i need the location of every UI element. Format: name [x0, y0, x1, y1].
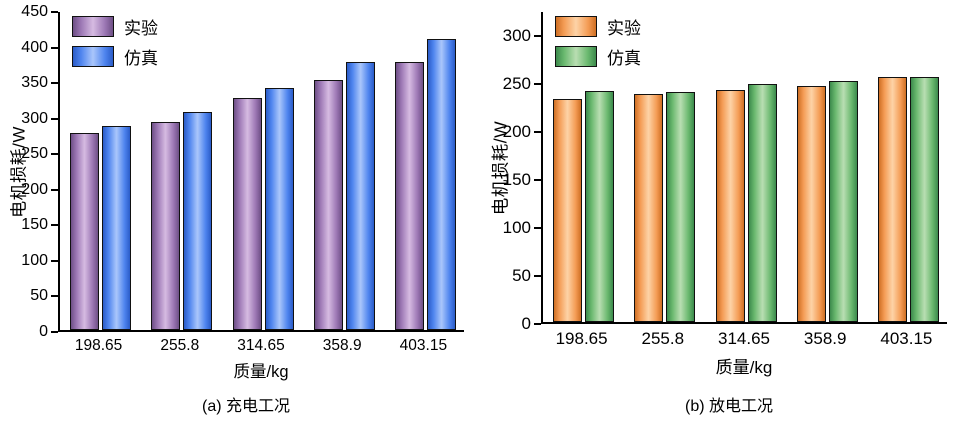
bar-实验-403.15: [877, 77, 907, 322]
x-tick-label: 198.65: [555, 329, 608, 348]
y-tick-mark: [51, 153, 58, 156]
legend-item: 仿真: [72, 44, 158, 69]
legend-swatch: [555, 16, 597, 37]
chart-discharging-condition: 电机损耗/W 实验 仿真 质量/kg (b) 放电工况 0 50 100 150 200 2…: [483, 0, 966, 431]
bar-实验-255.8: [151, 121, 181, 330]
legend: 实验 仿真: [72, 14, 158, 69]
bar-仿真-403.15: [909, 77, 939, 322]
y-tick-label: 0: [521, 314, 531, 333]
y-tick-mark: [51, 295, 58, 298]
y-tick-mark: [51, 224, 58, 227]
bar-仿真-314.65: [747, 83, 777, 322]
x-tick-label: 255.8: [641, 329, 685, 348]
y-tick-mark: [534, 323, 541, 325]
x-tick-label: 255.8: [160, 337, 200, 354]
legend-swatch: [72, 46, 114, 67]
chart-caption: (a) 充电工况: [201, 398, 291, 415]
y-tick-mark: [51, 117, 58, 120]
bar-仿真-255.8: [183, 112, 213, 330]
y-tick-mark: [534, 227, 541, 229]
x-tick-label: 198.65: [74, 337, 123, 354]
x-tick-label: 314.65: [718, 329, 770, 348]
legend-item: 实验: [72, 14, 158, 39]
y-tick-mark: [51, 188, 58, 191]
x-axis-label: 质量/kg: [233, 363, 289, 381]
y-tick-label: 0: [39, 323, 48, 340]
y-tick-mark: [534, 179, 541, 181]
y-axis-label: 电机损耗/W: [9, 126, 29, 218]
y-tick-mark: [534, 83, 541, 85]
y-tick-label: 250: [502, 74, 531, 93]
bar-仿真-358.9: [828, 81, 858, 322]
y-tick-label: 450: [21, 3, 48, 20]
plot-area: 实验 仿真: [58, 12, 464, 332]
x-axis-label: 质量/kg: [715, 358, 773, 377]
x-tick-label: 314.65: [237, 337, 285, 354]
y-tick-mark: [534, 131, 541, 133]
plot-area: 实验 仿真: [541, 12, 947, 324]
y-tick-label: 250: [21, 145, 48, 163]
legend-item: 实验: [555, 14, 641, 39]
y-tick-mark: [534, 275, 541, 277]
y-tick-mark: [51, 46, 58, 49]
x-tick-label: 358.9: [322, 337, 362, 354]
y-tick-label: 150: [502, 170, 531, 189]
bar-仿真-198.65: [102, 125, 132, 330]
x-tick-label: 403.15: [399, 337, 448, 354]
chart-caption: (b) 放电工况: [684, 398, 774, 415]
y-tick-mark: [51, 259, 58, 262]
legend: 实验 仿真: [555, 14, 641, 69]
bar-实验-358.9: [796, 85, 826, 322]
bar-实验-358.9: [313, 80, 343, 330]
y-tick-label: 200: [502, 122, 531, 141]
bar-实验-255.8: [634, 93, 664, 322]
chart-charging-condition: 电机损耗/W 实验仿真 质量/kg (a) 充电工况 0 50 100 150 200 2…: [9, 3, 464, 415]
x-tick-label: 403.15: [880, 329, 933, 348]
y-tick-label: 100: [502, 218, 531, 237]
legend-label: 仿真: [124, 49, 158, 68]
y-tick-mark: [51, 11, 58, 13]
y-tick-mark: [534, 35, 541, 37]
legend-swatch: [555, 46, 597, 67]
x-tick-label: 358.9: [803, 329, 847, 348]
y-tick-label: 350: [21, 74, 48, 92]
legend-item: 仿真: [555, 44, 641, 69]
legend-label: 实验: [607, 19, 641, 38]
bar-仿真-358.9: [345, 61, 375, 330]
y-tick-mark: [51, 331, 58, 333]
bar-仿真-314.65: [264, 88, 294, 330]
bar-实验-198.65: [70, 133, 100, 330]
bar-实验-198.65: [553, 99, 583, 322]
y-tick-label: 400: [21, 38, 48, 56]
legend-label: 实验: [124, 19, 158, 38]
y-tick-label: 300: [502, 26, 531, 45]
y-tick-label: 200: [21, 180, 48, 198]
bar-仿真-255.8: [666, 91, 696, 322]
bar-实验-314.65: [715, 89, 745, 322]
bar-仿真-198.65: [585, 90, 615, 322]
y-tick-label: 150: [21, 216, 48, 234]
y-tick-label: 50: [512, 266, 531, 285]
legend-swatch: [72, 16, 114, 37]
bar-仿真-403.15: [426, 39, 456, 330]
bar-实验-314.65: [232, 98, 262, 330]
y-tick-label: 300: [21, 109, 48, 127]
y-tick-label: 50: [30, 287, 48, 305]
bar-实验-403.15: [394, 61, 424, 330]
y-tick-mark: [51, 82, 58, 85]
y-tick-label: 100: [21, 251, 48, 269]
legend-label: 仿真: [607, 49, 641, 68]
